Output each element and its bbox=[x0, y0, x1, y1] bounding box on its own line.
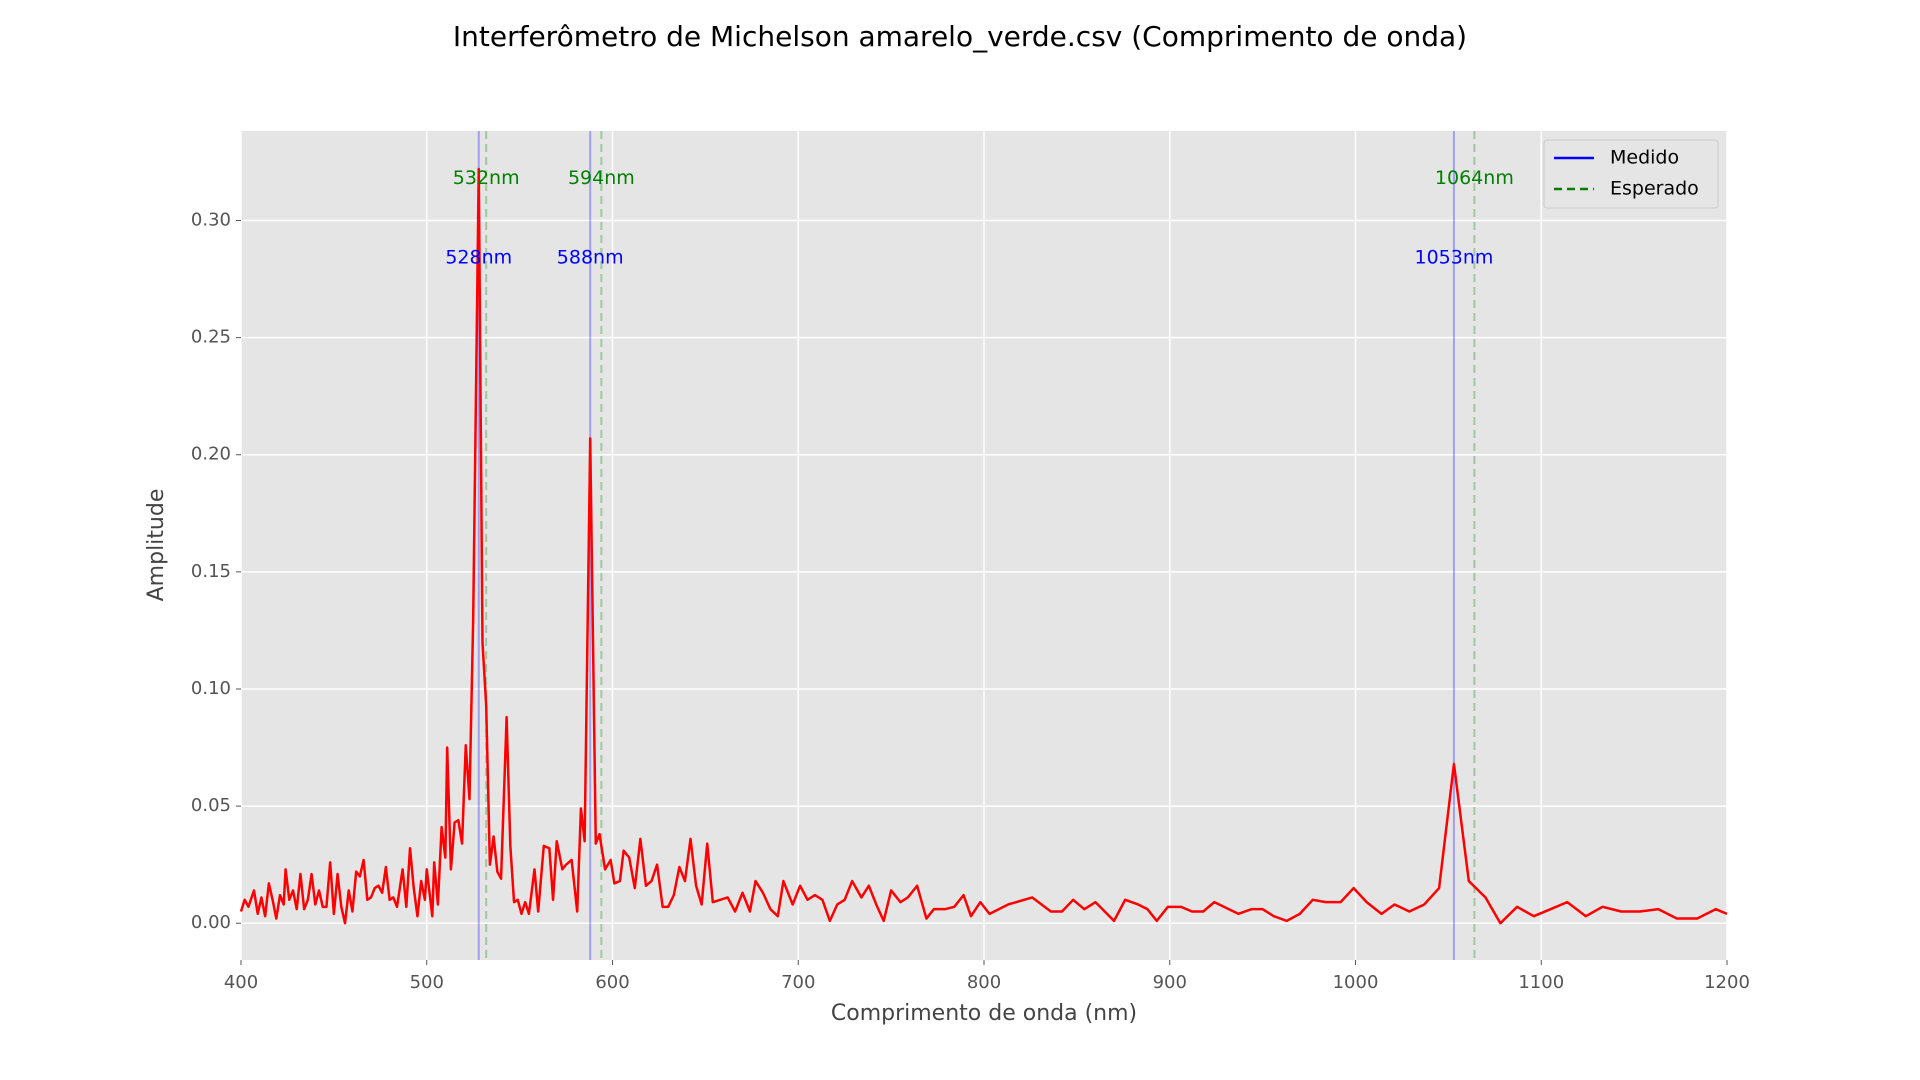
reference-label: 532nm bbox=[453, 167, 520, 189]
reference-label: 1064nm bbox=[1435, 167, 1514, 189]
y-tick-label: 0.05 bbox=[191, 795, 231, 816]
x-tick-label: 1200 bbox=[1704, 972, 1750, 993]
y-tick-label: 0.15 bbox=[191, 561, 231, 582]
x-tick-label: 900 bbox=[1153, 972, 1187, 993]
y-tick-label: 0.20 bbox=[191, 444, 231, 465]
x-axis-label: Comprimento de onda (nm) bbox=[831, 1001, 1137, 1026]
y-axis-label: Amplitude bbox=[144, 489, 169, 602]
chart-title: Interferômetro de Michelson amarelo_verd… bbox=[453, 20, 1467, 53]
x-tick-label: 1000 bbox=[1333, 972, 1379, 993]
x-tick-label: 500 bbox=[410, 972, 444, 993]
reference-label: 588nm bbox=[557, 246, 624, 268]
reference-label: 528nm bbox=[445, 246, 512, 268]
y-tick-label: 0.30 bbox=[191, 209, 231, 230]
x-tick-label: 800 bbox=[967, 972, 1001, 993]
y-tick-label: 0.00 bbox=[191, 912, 231, 933]
legend-label: Esperado bbox=[1610, 178, 1699, 200]
y-tick-label: 0.25 bbox=[191, 327, 231, 348]
x-tick-label: 1100 bbox=[1518, 972, 1564, 993]
reference-label: 1053nm bbox=[1414, 246, 1493, 268]
x-tick-label: 400 bbox=[224, 972, 258, 993]
legend-label: Medido bbox=[1610, 147, 1679, 169]
x-tick-label: 700 bbox=[781, 972, 815, 993]
data-line bbox=[239, 167, 1728, 925]
reference-label: 594nm bbox=[568, 167, 635, 189]
x-tick-label: 600 bbox=[595, 972, 629, 993]
y-tick-label: 0.10 bbox=[191, 678, 231, 699]
